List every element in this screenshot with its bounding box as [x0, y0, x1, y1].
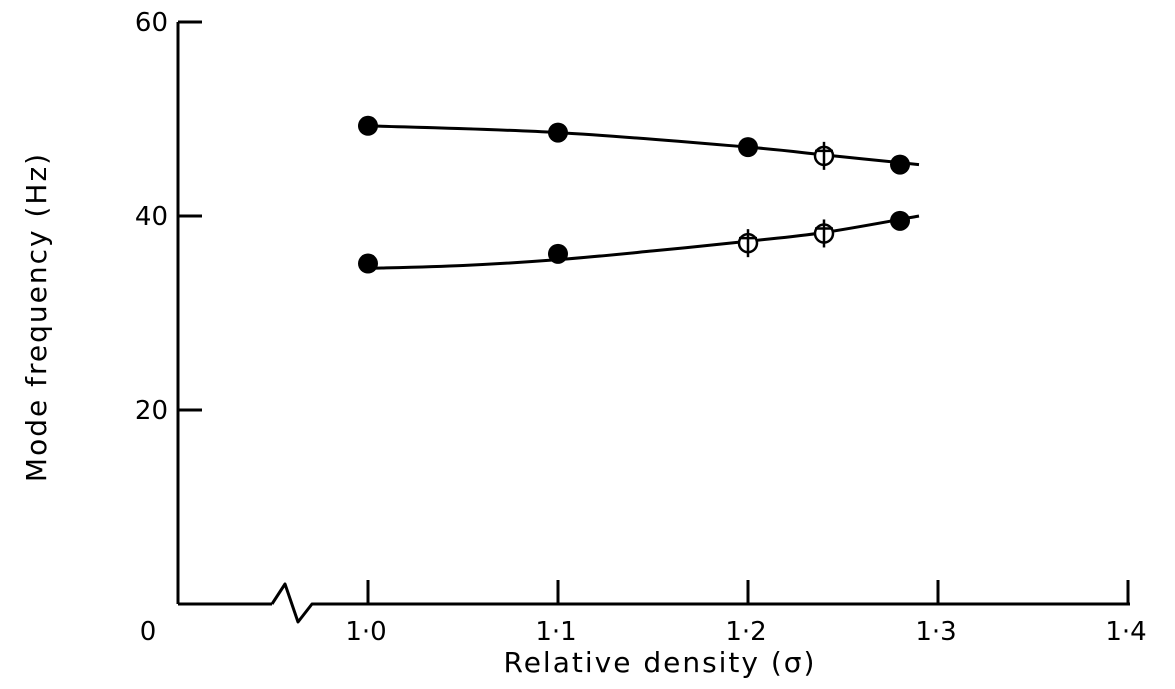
series-1-line	[367, 124, 920, 167]
y-tick-label: 40	[135, 202, 168, 232]
data-point	[738, 137, 758, 158]
tick-labels: 20 40 60 1·0 1·1 1·2 1·3 1·4 0	[135, 8, 1147, 647]
y-axis-label: Mode frequency (Hz)	[20, 152, 53, 482]
y-tick-label: 20	[135, 396, 168, 426]
x-tick-label: 1·0	[345, 617, 386, 647]
x-tick-label: 1·3	[915, 617, 956, 647]
data-point	[890, 210, 910, 231]
data-point	[358, 253, 378, 274]
x-tick-label: 1·1	[535, 617, 576, 647]
data-point	[813, 219, 835, 248]
ticks	[178, 20, 1130, 604]
axes	[176, 22, 1130, 624]
axis-break-mark	[270, 582, 322, 624]
series-curves	[367, 124, 920, 270]
x-tick-label: 1·2	[725, 617, 766, 647]
series-markers	[358, 115, 910, 274]
data-point	[737, 229, 759, 258]
data-point	[890, 154, 910, 175]
data-point	[548, 243, 568, 264]
data-point	[813, 141, 835, 170]
data-point	[358, 115, 378, 136]
y-tick-label: 60	[135, 8, 168, 38]
x-tick-label: 1·4	[1105, 617, 1146, 647]
x-origin-label: 0	[140, 617, 157, 647]
series-2-line	[367, 214, 920, 270]
data-point	[548, 122, 568, 143]
x-axis-label: Relative density (σ)	[504, 646, 817, 679]
